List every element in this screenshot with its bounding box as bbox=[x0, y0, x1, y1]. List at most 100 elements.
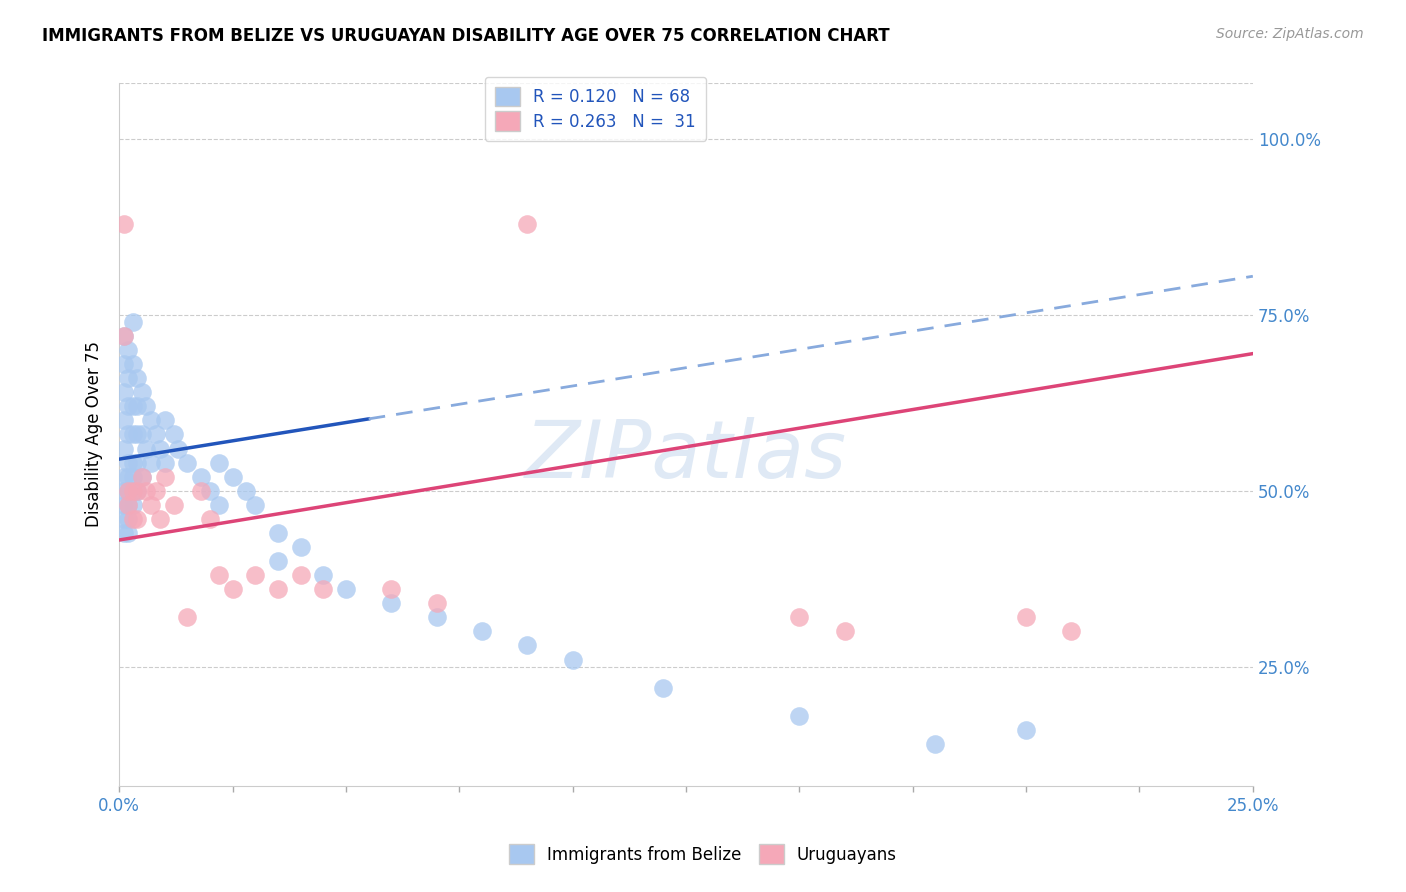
Point bbox=[1060, 624, 1083, 639]
Point bbox=[924, 737, 946, 751]
Point bbox=[190, 483, 212, 498]
Point bbox=[131, 385, 153, 400]
Point bbox=[312, 568, 335, 582]
Point bbox=[221, 582, 243, 597]
Legend: R = 0.120   N = 68, R = 0.263   N =  31: R = 0.120 N = 68, R = 0.263 N = 31 bbox=[485, 77, 706, 141]
Point bbox=[122, 315, 145, 329]
Point bbox=[131, 469, 153, 483]
Point bbox=[163, 427, 186, 442]
Point bbox=[426, 610, 449, 624]
Point bbox=[122, 483, 145, 498]
Point bbox=[380, 596, 402, 610]
Point bbox=[208, 456, 231, 470]
Point bbox=[208, 498, 231, 512]
Point bbox=[112, 442, 135, 456]
Point bbox=[135, 483, 157, 498]
Point bbox=[516, 639, 538, 653]
Point bbox=[235, 483, 257, 498]
Point bbox=[117, 427, 139, 442]
Point bbox=[290, 568, 312, 582]
Point bbox=[131, 427, 153, 442]
Text: ZIPatlas: ZIPatlas bbox=[524, 417, 848, 494]
Point bbox=[117, 456, 139, 470]
Point bbox=[139, 456, 162, 470]
Point bbox=[122, 400, 145, 414]
Point bbox=[112, 483, 135, 498]
Point bbox=[153, 469, 176, 483]
Point bbox=[471, 624, 494, 639]
Point bbox=[834, 624, 856, 639]
Point bbox=[145, 483, 167, 498]
Point bbox=[652, 681, 675, 695]
Point bbox=[112, 413, 135, 427]
Point bbox=[117, 483, 139, 498]
Point bbox=[117, 371, 139, 385]
Point bbox=[122, 456, 145, 470]
Point bbox=[122, 357, 145, 371]
Point bbox=[198, 512, 221, 526]
Point bbox=[112, 469, 135, 483]
Point bbox=[290, 540, 312, 554]
Point bbox=[163, 498, 186, 512]
Point bbox=[127, 483, 149, 498]
Point bbox=[1015, 723, 1038, 737]
Point bbox=[112, 525, 135, 540]
Point bbox=[127, 427, 149, 442]
Point bbox=[127, 483, 149, 498]
Point bbox=[127, 512, 149, 526]
Point bbox=[112, 329, 135, 343]
Point bbox=[267, 582, 290, 597]
Point bbox=[267, 525, 290, 540]
Point bbox=[117, 400, 139, 414]
Legend: Immigrants from Belize, Uruguayans: Immigrants from Belize, Uruguayans bbox=[502, 838, 904, 871]
Point bbox=[122, 427, 145, 442]
Point bbox=[117, 498, 139, 512]
Text: IMMIGRANTS FROM BELIZE VS URUGUAYAN DISABILITY AGE OVER 75 CORRELATION CHART: IMMIGRANTS FROM BELIZE VS URUGUAYAN DISA… bbox=[42, 27, 890, 45]
Point bbox=[112, 357, 135, 371]
Y-axis label: Disability Age Over 75: Disability Age Over 75 bbox=[86, 342, 103, 527]
Point bbox=[153, 456, 176, 470]
Point bbox=[135, 442, 157, 456]
Point bbox=[221, 469, 243, 483]
Point bbox=[789, 708, 811, 723]
Point bbox=[135, 400, 157, 414]
Point bbox=[245, 498, 267, 512]
Text: Source: ZipAtlas.com: Source: ZipAtlas.com bbox=[1216, 27, 1364, 41]
Point bbox=[117, 498, 139, 512]
Point bbox=[208, 568, 231, 582]
Point bbox=[127, 400, 149, 414]
Point bbox=[117, 469, 139, 483]
Point bbox=[380, 582, 402, 597]
Point bbox=[112, 385, 135, 400]
Point bbox=[167, 442, 190, 456]
Point bbox=[1015, 610, 1038, 624]
Point bbox=[112, 498, 135, 512]
Point bbox=[335, 582, 357, 597]
Point bbox=[112, 217, 135, 231]
Point bbox=[426, 596, 449, 610]
Point bbox=[153, 413, 176, 427]
Point bbox=[139, 413, 162, 427]
Point bbox=[131, 469, 153, 483]
Point bbox=[122, 483, 145, 498]
Point bbox=[312, 582, 335, 597]
Point bbox=[127, 371, 149, 385]
Point bbox=[190, 469, 212, 483]
Point bbox=[117, 343, 139, 357]
Point bbox=[127, 456, 149, 470]
Point bbox=[149, 512, 172, 526]
Point bbox=[198, 483, 221, 498]
Point bbox=[145, 427, 167, 442]
Point bbox=[789, 610, 811, 624]
Point bbox=[117, 525, 139, 540]
Point bbox=[112, 329, 135, 343]
Point bbox=[267, 554, 290, 568]
Point bbox=[149, 442, 172, 456]
Point bbox=[122, 512, 145, 526]
Point bbox=[561, 652, 583, 666]
Point bbox=[139, 498, 162, 512]
Point bbox=[112, 512, 135, 526]
Point bbox=[245, 568, 267, 582]
Point bbox=[122, 469, 145, 483]
Point bbox=[516, 217, 538, 231]
